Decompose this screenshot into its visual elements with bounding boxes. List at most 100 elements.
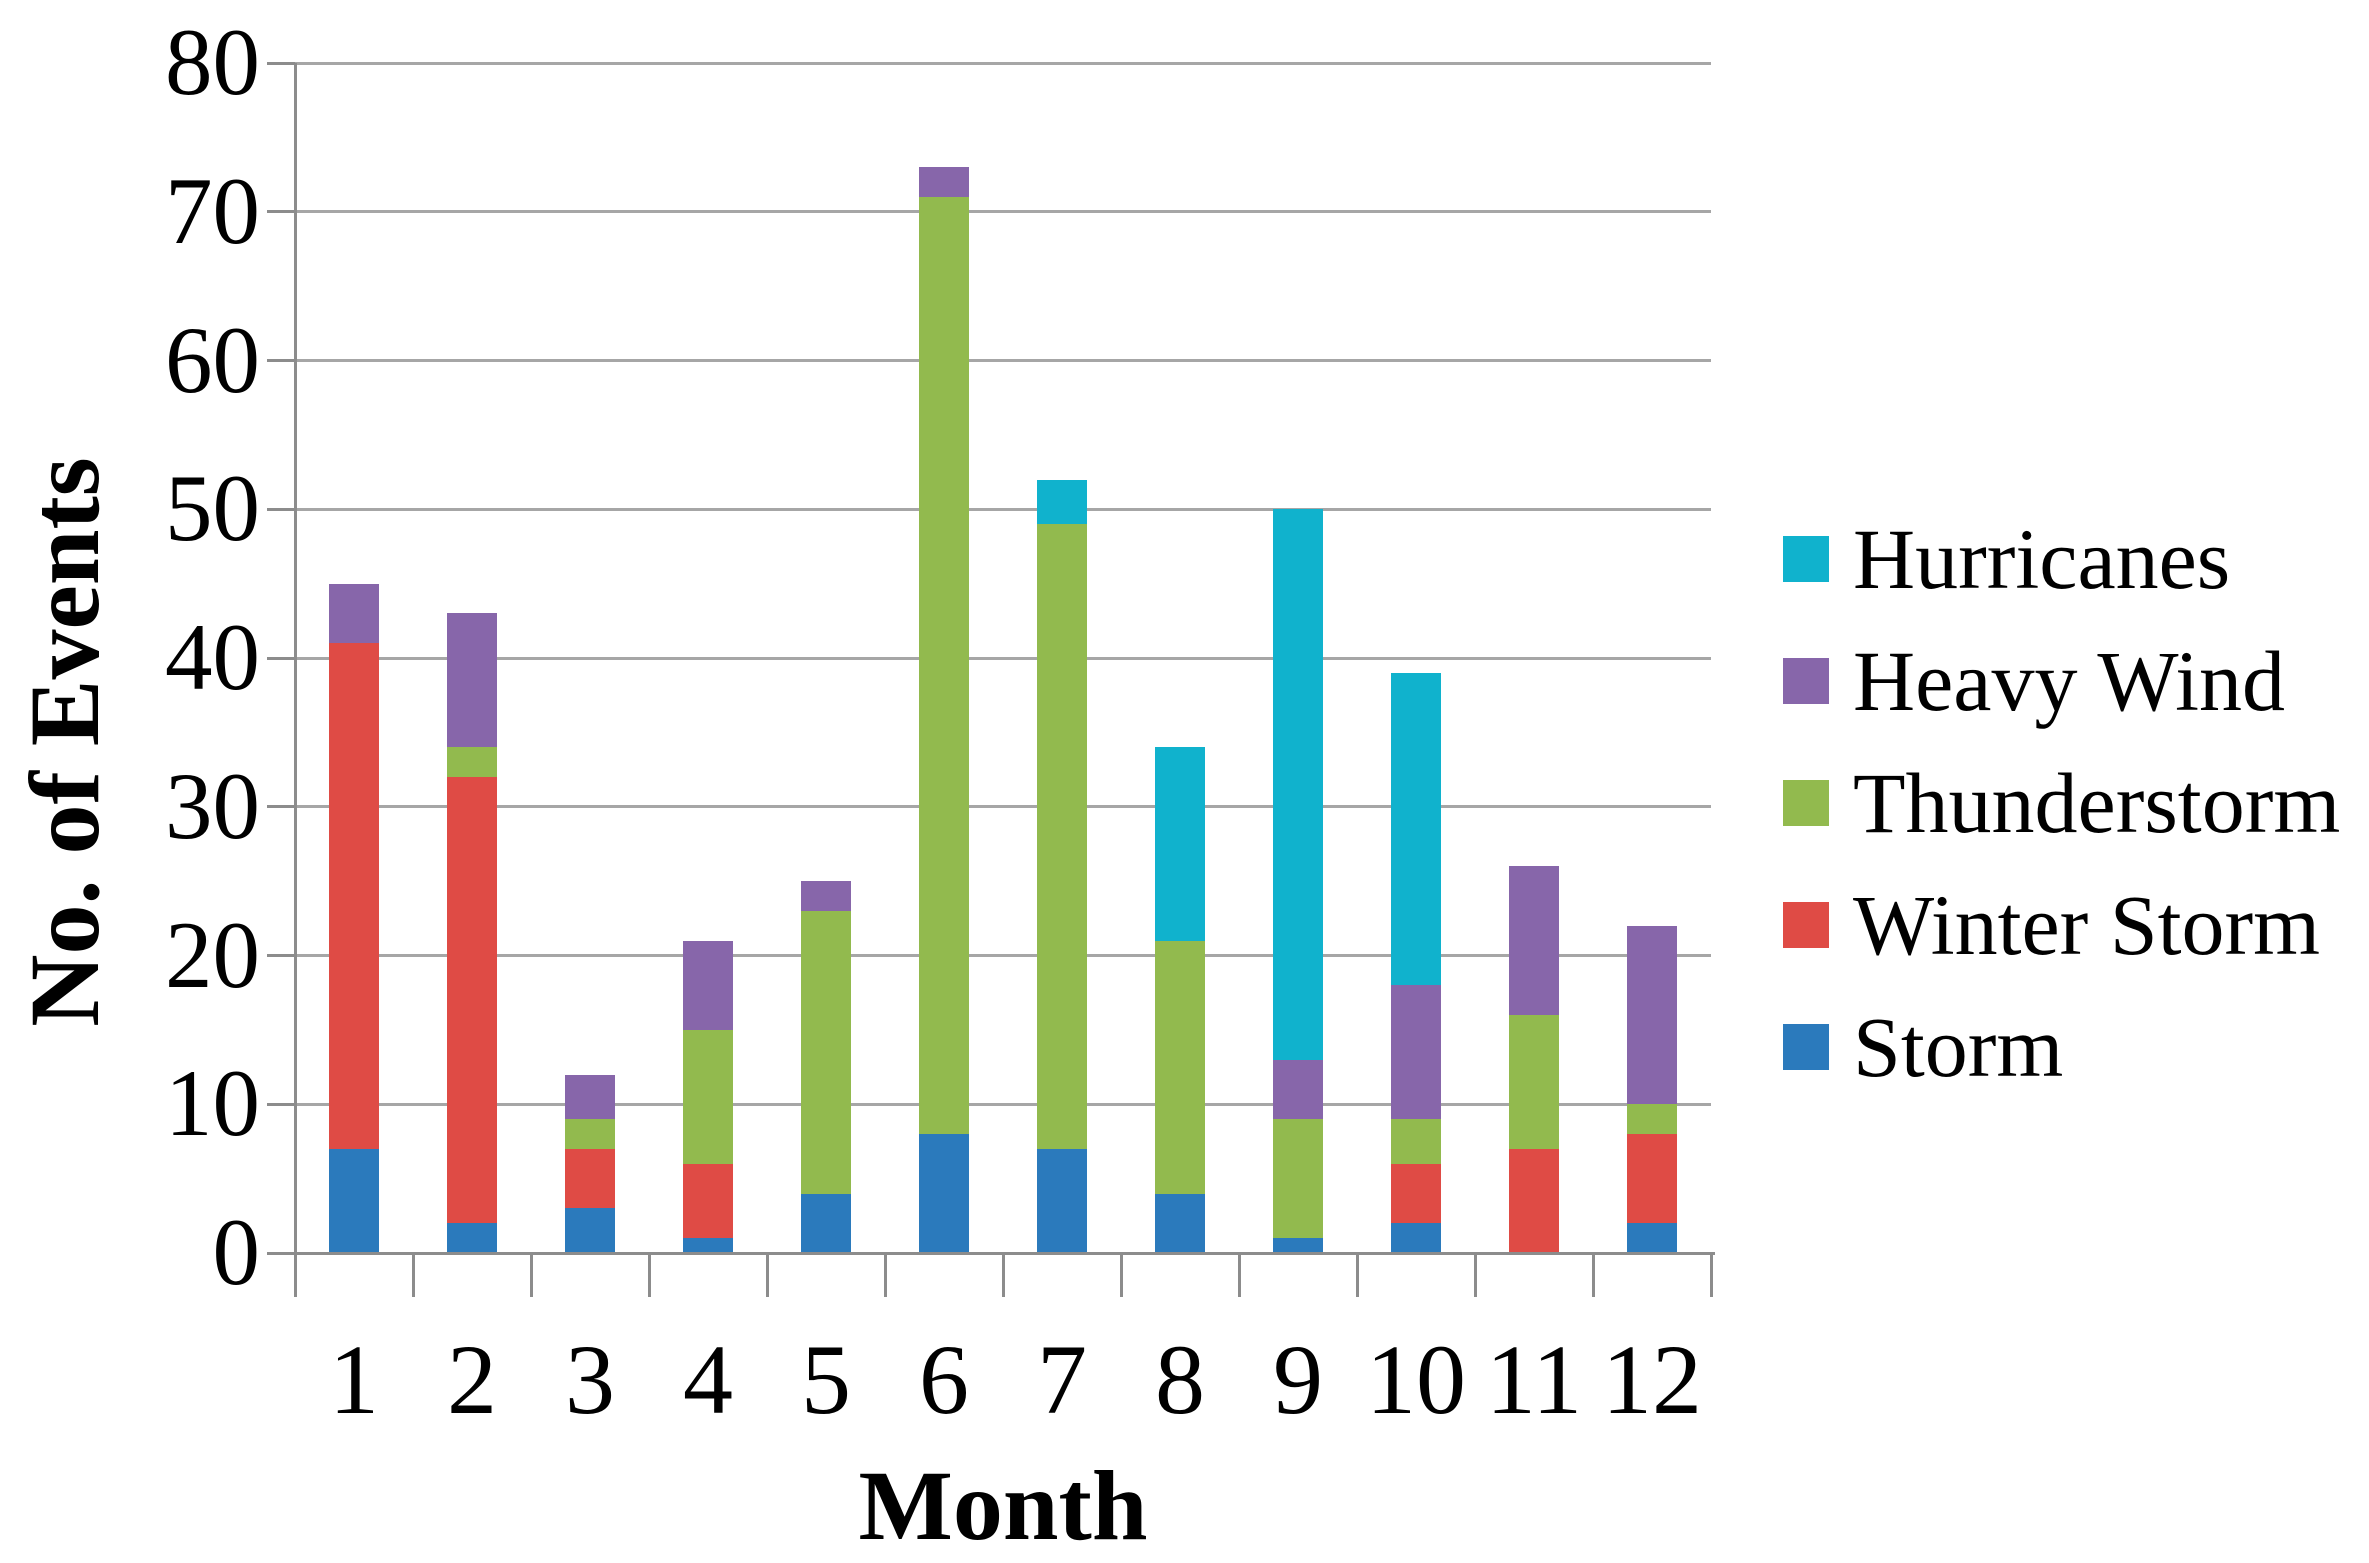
y-tick-50 <box>267 507 295 511</box>
legend-item-heavy-wind: Heavy Wind <box>1783 620 2340 742</box>
y-tick-label-20: 20 <box>165 901 260 1008</box>
y-tick-30 <box>267 805 295 809</box>
y-tick-label-30: 30 <box>165 752 260 859</box>
bar-8-thunderstorm <box>1155 940 1205 1194</box>
x-tick-label-3: 3 <box>565 1324 615 1435</box>
legend-label-storm: Storm <box>1853 999 2064 1095</box>
y-tick-label-50: 50 <box>165 455 260 562</box>
legend-swatch-hurricanes <box>1783 536 1829 582</box>
bar-1-storm <box>329 1148 379 1253</box>
x-tick-4 <box>765 1253 769 1297</box>
y-tick-80 <box>267 61 295 65</box>
y-tick-label-40: 40 <box>165 604 260 710</box>
bar-2-thunderstorm <box>447 747 497 777</box>
y-tick-70 <box>267 210 295 214</box>
x-tick-7 <box>1119 1253 1123 1297</box>
bar-3-heavy-wind <box>565 1074 615 1120</box>
x-tick-0 <box>293 1253 297 1297</box>
gridline-70 <box>295 210 1711 214</box>
bar-9-hurricanes <box>1273 509 1323 1060</box>
bar-12-winter-storm <box>1627 1134 1677 1224</box>
legend-item-winter-storm: Winter Storm <box>1783 864 2340 986</box>
x-tick-label-11: 11 <box>1485 1324 1583 1435</box>
bar-10-winter-storm <box>1391 1163 1441 1224</box>
bar-8-storm <box>1155 1193 1205 1253</box>
x-tick-5 <box>883 1253 887 1297</box>
x-tick-6 <box>1001 1253 1005 1297</box>
x-axis-title: Month <box>858 1450 1148 1561</box>
legend-label-hurricanes: Hurricanes <box>1853 511 2231 607</box>
bar-5-storm <box>801 1193 851 1253</box>
y-tick-20 <box>267 954 295 957</box>
y-tick-10 <box>267 1102 295 1106</box>
bar-5-heavy-wind <box>801 881 851 911</box>
bar-2-winter-storm <box>447 777 497 1224</box>
x-axis-line <box>295 1251 1715 1255</box>
bar-6-storm <box>919 1134 969 1253</box>
gridline-80 <box>295 61 1711 65</box>
bar-3-winter-storm <box>565 1148 615 1209</box>
bar-6-thunderstorm <box>919 196 969 1134</box>
bar-12-thunderstorm <box>1627 1104 1677 1134</box>
bar-7-storm <box>1037 1148 1087 1253</box>
legend-label-thunderstorm: Thunderstorm <box>1853 755 2341 851</box>
bar-2-heavy-wind <box>447 613 497 748</box>
y-tick-40 <box>267 656 295 660</box>
bar-5-thunderstorm <box>801 910 851 1194</box>
x-tick-label-10: 10 <box>1366 1324 1466 1435</box>
y-axis-line <box>293 63 297 1297</box>
bar-4-thunderstorm <box>683 1029 733 1164</box>
bar-7-thunderstorm <box>1037 524 1087 1149</box>
bar-4-storm <box>683 1238 733 1253</box>
gridline-10 <box>295 1102 1711 1106</box>
gridline-30 <box>295 805 1711 809</box>
y-tick-label-10: 10 <box>165 1050 260 1157</box>
x-tick-3 <box>647 1253 651 1297</box>
x-tick-label-12: 12 <box>1602 1324 1702 1435</box>
y-tick-label-80: 80 <box>165 9 260 115</box>
x-tick-11 <box>1591 1253 1595 1297</box>
x-tick-label-8: 8 <box>1155 1324 1205 1435</box>
bar-12-storm <box>1627 1223 1677 1253</box>
y-tick-label-70: 70 <box>165 157 260 264</box>
legend-item-hurricanes: Hurricanes <box>1783 498 2340 620</box>
x-tick-10 <box>1473 1253 1477 1297</box>
bar-1-heavy-wind <box>329 583 379 644</box>
legend-swatch-heavy-wind <box>1783 658 1829 704</box>
legend-label-winter-storm: Winter Storm <box>1853 877 2321 973</box>
x-tick-8 <box>1237 1253 1241 1297</box>
bar-10-hurricanes <box>1391 672 1441 986</box>
bar-7-hurricanes <box>1037 479 1087 525</box>
x-tick-1 <box>411 1253 415 1297</box>
bar-2-storm <box>447 1223 497 1253</box>
x-tick-label-2: 2 <box>447 1324 497 1435</box>
bar-10-thunderstorm <box>1391 1119 1441 1164</box>
bar-12-heavy-wind <box>1627 925 1677 1105</box>
bar-10-storm <box>1391 1223 1441 1253</box>
bar-9-heavy-wind <box>1273 1059 1323 1120</box>
gridline-50 <box>295 507 1711 511</box>
x-tick-2 <box>529 1253 533 1297</box>
legend-swatch-thunderstorm <box>1783 780 1829 826</box>
bar-9-thunderstorm <box>1273 1119 1323 1239</box>
legend: Hurricanes Heavy Wind Thunderstorm Winter S… <box>1783 498 2340 1108</box>
legend-item-thunderstorm: Thunderstorm <box>1783 742 2340 864</box>
bar-1-winter-storm <box>329 643 379 1149</box>
x-tick-12 <box>1709 1253 1713 1297</box>
bar-11-heavy-wind <box>1509 866 1559 1015</box>
legend-swatch-winter-storm <box>1783 902 1829 948</box>
bar-11-winter-storm <box>1509 1148 1559 1253</box>
x-tick-label-6: 6 <box>919 1324 969 1435</box>
x-tick-label-9: 9 <box>1273 1324 1323 1435</box>
y-tick-label-0: 0 <box>212 1199 261 1305</box>
legend-label-heavy-wind: Heavy Wind <box>1853 633 2286 729</box>
legend-swatch-storm <box>1783 1024 1829 1070</box>
x-tick-label-4: 4 <box>683 1324 733 1435</box>
x-tick-9 <box>1355 1253 1359 1297</box>
gridline-60 <box>295 359 1711 362</box>
y-tick-0 <box>267 1251 295 1255</box>
bar-4-winter-storm <box>683 1163 733 1239</box>
bar-10-heavy-wind <box>1391 985 1441 1120</box>
gridline-40 <box>295 656 1711 660</box>
